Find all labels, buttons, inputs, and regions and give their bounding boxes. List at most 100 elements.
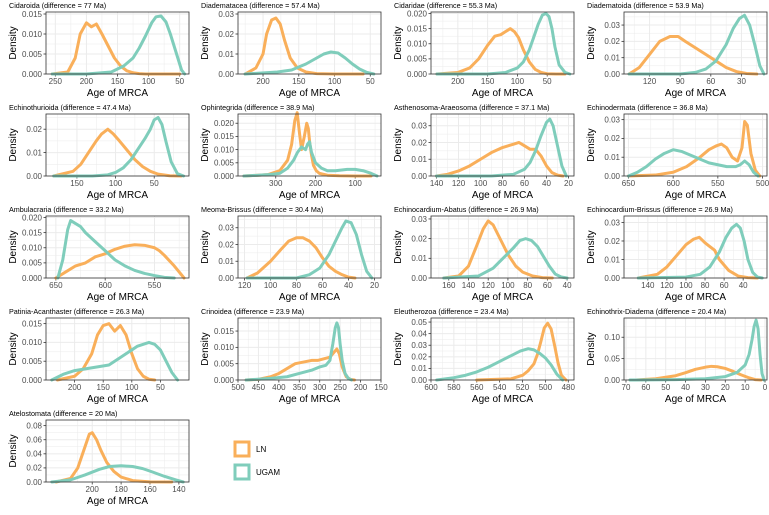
series-ln-line <box>636 235 759 280</box>
y-axis-label: Density <box>393 26 404 59</box>
y-tick-label: 0.020 <box>214 119 235 128</box>
panel-title: Diadematacea (difference = 57.4 Ma) <box>201 1 320 10</box>
plot-area <box>46 114 189 176</box>
plot-frame <box>430 215 575 279</box>
x-tick-label: 100 <box>349 179 363 188</box>
x-tick-label: 50 <box>661 383 670 392</box>
y-tick-label: 0.005 <box>214 159 235 168</box>
x-tick-label: 100 <box>264 281 278 290</box>
panel-12: Echinocardium-Brissus (difference = 26.9… <box>586 205 768 303</box>
x-axis-label: Age of MRCA <box>279 88 340 99</box>
panel-title: Echinothurioida (difference = 47.4 Ma) <box>9 103 131 112</box>
x-axis-label: Age of MRCA <box>87 88 148 99</box>
y-tick-label: 0.010 <box>22 30 43 39</box>
series-ugam-line <box>50 464 185 484</box>
y-tick-label: 0.020 <box>22 213 43 222</box>
y-axis-label: Density <box>8 434 19 467</box>
series-ln-line <box>243 16 365 76</box>
panel-15: Eleutherozoa (difference = 23.4 Ma) 600 58… <box>393 307 575 405</box>
series-ugam-line <box>50 14 187 76</box>
plot-frame <box>623 215 768 279</box>
x-tick-label: 100 <box>125 383 139 392</box>
y-tick-label: 0.00 <box>604 274 620 283</box>
x-tick-label: 100 <box>474 179 488 188</box>
x-tick-label: 120 <box>238 281 252 290</box>
x-tick-label: 50 <box>366 77 375 86</box>
x-tick-label: 300 <box>313 383 327 392</box>
plot-area <box>431 318 574 380</box>
y-tick-label: 0.005 <box>22 357 43 366</box>
panel-title: Echinocardium-Brissus (difference = 26.9… <box>587 205 733 214</box>
x-tick-label: 140 <box>462 281 476 290</box>
y-tick-label: 0.01 <box>411 364 427 373</box>
series-ugam-line <box>56 219 176 280</box>
x-tick-label: 200 <box>80 77 94 86</box>
y-tick-label: 0.02 <box>411 353 427 362</box>
y-tick-label: 0.01 <box>218 50 234 59</box>
x-axis-label: Age of MRCA <box>472 394 533 405</box>
y-axis-label: Density <box>200 128 211 161</box>
x-tick-label: 60 <box>641 383 650 392</box>
legend-key-ln <box>233 440 251 458</box>
panel-13: Patinia-Acanthaster (difference = 26.3 M… <box>8 307 190 405</box>
x-tick-label: 40 <box>542 179 551 188</box>
panel-title: Echinodermata (difference = 36.8 Ma) <box>587 103 708 112</box>
y-axis-label: Density <box>200 26 211 59</box>
y-tick-label: 0.015 <box>407 24 428 33</box>
x-tick-label: 150 <box>481 77 495 86</box>
x-tick-label: 540 <box>493 383 507 392</box>
series-ugam-line <box>242 140 379 178</box>
y-tick-label: 0.03 <box>218 224 234 233</box>
series-ln-line <box>54 431 174 484</box>
x-tick-label: 100 <box>328 77 342 86</box>
plot-frame <box>623 11 768 75</box>
y-tick-label: 0.00 <box>604 376 620 385</box>
series-ugam-line <box>628 318 766 382</box>
y-tick-label: 0.00 <box>26 172 42 181</box>
y-tick-label: 0.00 <box>604 172 620 181</box>
x-tick-label: 650 <box>622 179 636 188</box>
x-tick-label: 100 <box>501 281 515 290</box>
plot-frame <box>237 317 382 381</box>
panel-6: Ophintegrida (difference = 38.9 Ma) 300 20… <box>200 103 382 201</box>
y-axis-label: Density <box>200 230 211 263</box>
x-tick-label: 200 <box>451 77 465 86</box>
x-tick-label: 140 <box>172 485 186 494</box>
x-tick-label: 550 <box>711 179 725 188</box>
x-tick-label: 500 <box>539 383 553 392</box>
series-ugam-line <box>50 340 180 382</box>
x-tick-label: 20 <box>564 179 573 188</box>
panel-17: Atelostomata (difference = 20 Ma) 200 180 1… <box>8 409 190 507</box>
plot-area <box>46 420 189 482</box>
y-axis-label: Density <box>8 26 19 59</box>
panel-8: Echinodermata (difference = 36.8 Ma) 650 6… <box>586 103 769 201</box>
x-tick-label: 140 <box>641 281 655 290</box>
series-ugam-line <box>52 116 186 178</box>
x-axis-label: Age of MRCA <box>87 496 148 507</box>
y-tick-label: 0.02 <box>218 30 234 39</box>
plot-frame <box>237 113 382 177</box>
x-tick-label: 120 <box>452 179 466 188</box>
x-tick-label: 100 <box>679 281 693 290</box>
series-ugam-line <box>243 50 376 76</box>
plot-frame <box>45 113 190 177</box>
plot-frame <box>430 113 575 177</box>
y-tick-label: 0.02 <box>218 240 234 249</box>
y-tick-label: 0.015 <box>22 228 43 237</box>
panel-title: Eleutherozoa (difference = 23.4 Ma) <box>394 307 509 316</box>
y-axis-label: Density <box>393 332 404 365</box>
y-axis-label: Density <box>586 332 597 365</box>
y-tick-label: 0.00 <box>411 376 427 385</box>
panel-16: Echinothrix-Diadema (difference = 20.4 M… <box>586 307 768 405</box>
plot-frame <box>237 215 382 279</box>
series-ugam-line <box>636 222 764 280</box>
x-tick-label: 150 <box>111 77 125 86</box>
x-tick-label: 60 <box>520 179 529 188</box>
series-ugam-line <box>245 219 374 280</box>
x-tick-label: 50 <box>150 179 159 188</box>
y-tick-label: 0.000 <box>22 376 43 385</box>
panel-3: Cidaridae (difference = 55.3 Ma) 200 150 10… <box>393 1 575 99</box>
panel-title: Echinothrix-Diadema (difference = 20.4 M… <box>587 307 726 316</box>
x-tick-label: 400 <box>272 383 286 392</box>
